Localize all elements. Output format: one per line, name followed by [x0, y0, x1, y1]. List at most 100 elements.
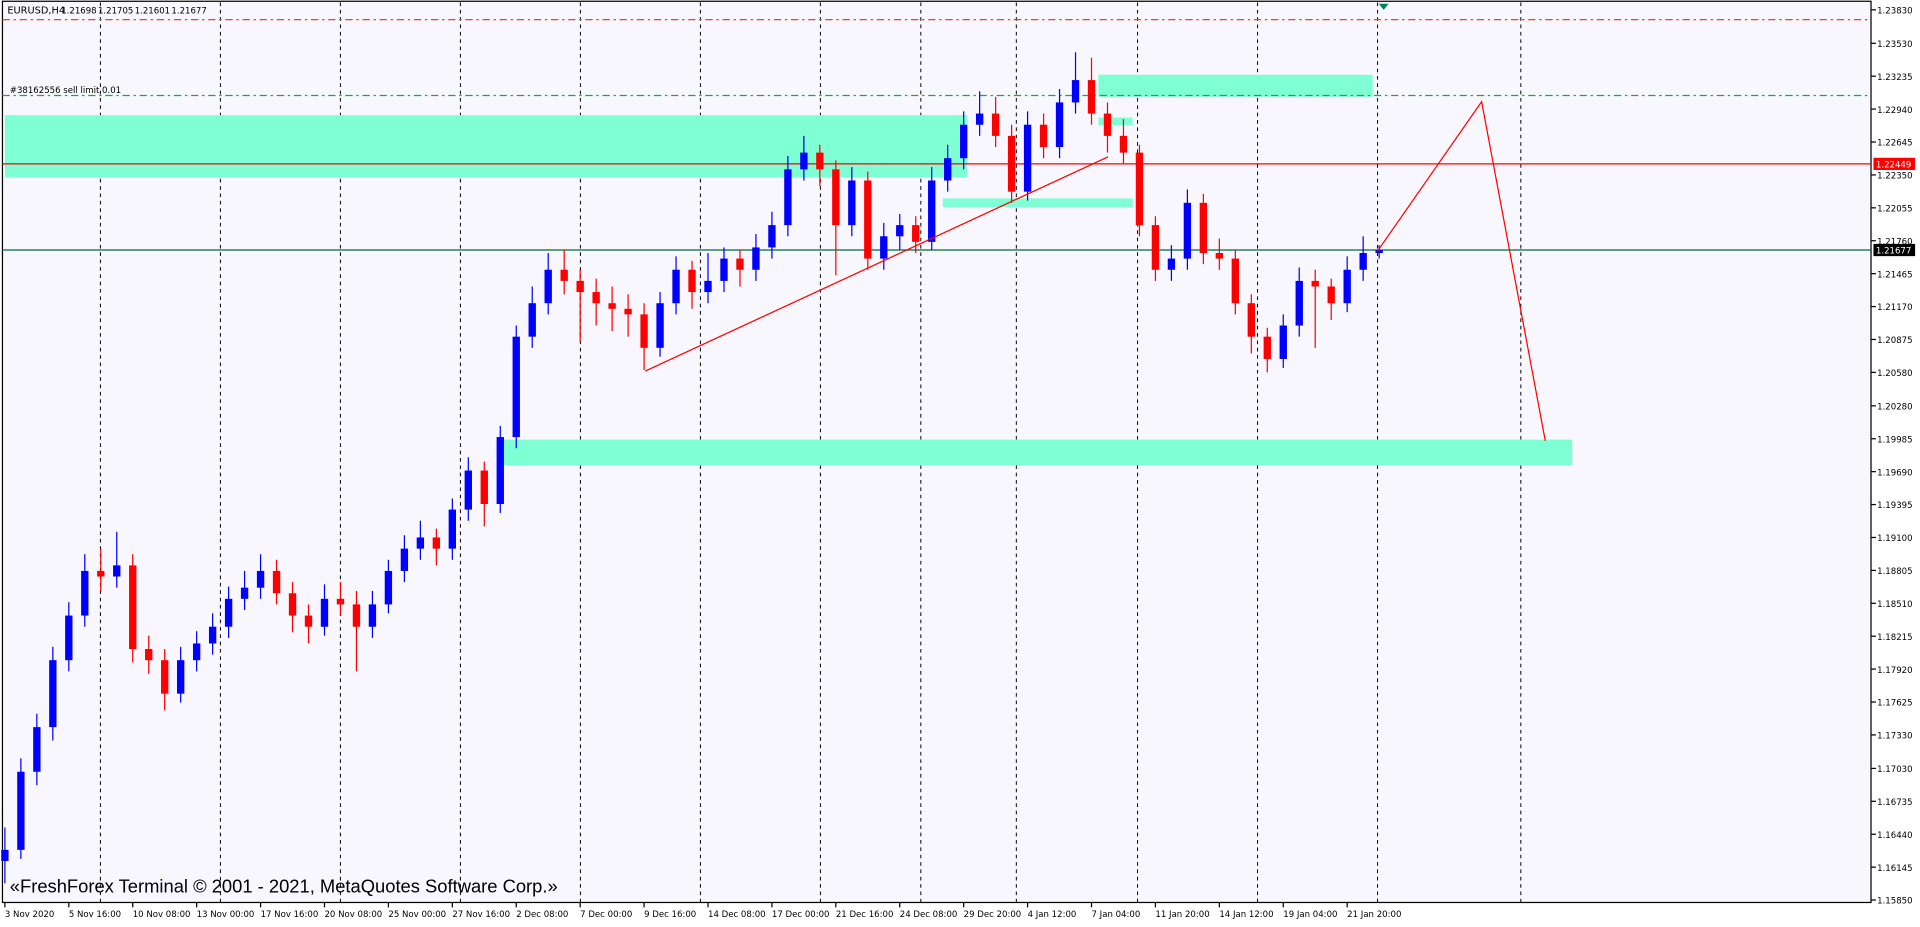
candles — [1, 52, 1383, 884]
zone — [1098, 74, 1373, 97]
zone — [1098, 117, 1133, 125]
candle-body — [177, 660, 185, 694]
candle-body — [752, 247, 760, 270]
candle-body — [720, 258, 728, 281]
candle-body — [928, 180, 936, 242]
candle-body — [975, 113, 984, 125]
candle-body — [304, 615, 313, 627]
x-tick-label: 5 Nov 16:00 — [69, 910, 121, 920]
candle-body — [368, 604, 377, 627]
candle-body — [33, 727, 41, 772]
candle-body — [688, 269, 696, 293]
candle-body — [544, 269, 552, 304]
candle-body — [816, 152, 824, 170]
candle-body — [608, 303, 616, 309]
candle-body — [864, 180, 872, 259]
price-label-bg — [1873, 243, 1916, 257]
y-tick-label: 1.22645 — [1877, 139, 1912, 149]
candle-body — [1375, 250, 1383, 254]
y-tick-label: 1.20875 — [1877, 336, 1912, 346]
candle-body — [1055, 102, 1064, 148]
candle-body — [512, 336, 520, 438]
candle-body — [1039, 124, 1048, 148]
candle-body — [848, 180, 856, 226]
y-tick-label: 1.20280 — [1877, 403, 1912, 413]
candle-body — [1167, 258, 1176, 270]
y-tick-label: 1.19985 — [1877, 435, 1912, 445]
header-value: 1.21677 — [171, 7, 206, 17]
candle-body — [1087, 80, 1096, 114]
y-tick-label: 1.22350 — [1877, 172, 1912, 182]
candle-body — [432, 537, 441, 549]
y-tick-label: 1.23530 — [1877, 40, 1912, 50]
candle-body — [1199, 202, 1208, 254]
candle-body — [1119, 135, 1128, 153]
candle-body — [224, 598, 233, 627]
price-label: 1.22449 — [1876, 161, 1911, 171]
candle-body — [1295, 280, 1303, 326]
order-label: #38162556 sell limit 0.01 — [10, 86, 121, 96]
y-tick-label: 1.21170 — [1877, 303, 1912, 313]
x-tick-label: 27 Nov 16:00 — [452, 910, 510, 920]
candle-body — [1247, 303, 1255, 337]
candle-body — [1343, 269, 1351, 304]
trend-line — [645, 156, 1109, 372]
candle-body — [832, 169, 840, 226]
y-tick-label: 1.17920 — [1877, 666, 1912, 676]
candle-body — [288, 593, 297, 616]
candle-body — [1151, 225, 1160, 270]
candle-body — [161, 660, 169, 694]
candle-body — [592, 292, 600, 304]
x-tick-label: 19 Jan 04:00 — [1283, 910, 1337, 920]
candle-body — [1183, 202, 1192, 259]
candle-body — [480, 470, 488, 505]
zone — [502, 439, 1573, 466]
header-value: 1.21601 — [135, 7, 170, 17]
candle-body — [192, 643, 201, 661]
header-value: 1.21698 — [61, 7, 96, 17]
candle-body — [1327, 286, 1335, 304]
x-tick-label: 10 Nov 08:00 — [133, 910, 191, 920]
y-tick-label: 1.21760 — [1877, 237, 1912, 247]
candle-body — [576, 280, 584, 293]
candle-body — [656, 303, 664, 348]
candle-body — [1, 849, 9, 861]
candle-body — [65, 615, 73, 661]
candle-body — [1103, 113, 1112, 136]
candle-body — [800, 152, 808, 170]
candle-body — [320, 598, 329, 627]
candle-body — [560, 269, 568, 281]
candle-body — [145, 649, 153, 661]
candle-body — [352, 604, 361, 627]
x-tick-label: 9 Dec 16:00 — [644, 910, 696, 920]
candle-body — [768, 225, 776, 248]
candle-body — [1359, 253, 1367, 270]
candle-body — [880, 236, 888, 259]
x-tick-label: 14 Jan 12:00 — [1219, 910, 1273, 920]
y-tick-label: 1.16440 — [1877, 831, 1912, 841]
header: EURUSD,H4 1.21698 1.21705 1.21601 1.21677 — [7, 6, 207, 17]
candle-body — [912, 225, 920, 242]
y-tick-label: 1.17625 — [1877, 699, 1912, 709]
candle-body — [113, 565, 121, 577]
y-tick-label: 1.18805 — [1877, 567, 1912, 577]
candle-body — [704, 280, 712, 293]
y-tick-label: 1.17330 — [1877, 732, 1912, 742]
projection-line — [1377, 100, 1546, 441]
candle-body — [528, 303, 536, 337]
candle-body — [1215, 253, 1224, 259]
candle-body — [1311, 280, 1319, 287]
y-tick-label: 1.23830 — [1877, 7, 1912, 17]
candle-body — [944, 158, 952, 181]
candle-body — [1071, 80, 1080, 103]
candle-body — [1007, 135, 1016, 192]
candle-body — [640, 314, 648, 348]
candle-body — [1231, 258, 1239, 304]
y-tick-label: 1.22055 — [1877, 205, 1912, 215]
x-tick-label: 7 Jan 04:00 — [1092, 910, 1141, 920]
zone — [942, 198, 1133, 207]
header-value: 1.21705 — [98, 7, 133, 17]
candle-body — [129, 565, 137, 650]
y-tick-label: 1.19100 — [1877, 534, 1912, 544]
